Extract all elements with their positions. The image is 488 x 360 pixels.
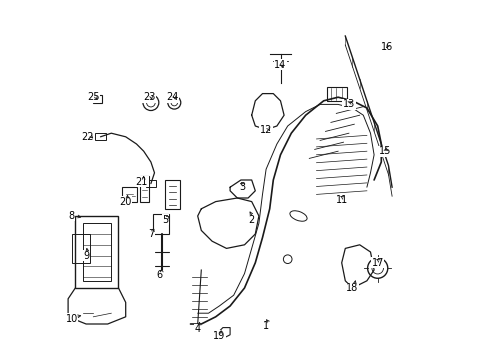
- Text: 18: 18: [346, 283, 358, 293]
- Bar: [165, 180, 179, 209]
- Text: 8: 8: [68, 211, 75, 221]
- Bar: [152, 214, 168, 234]
- Text: 19: 19: [213, 330, 225, 341]
- Text: 1: 1: [263, 321, 268, 331]
- Text: 21: 21: [136, 177, 148, 187]
- Text: 5: 5: [162, 215, 168, 225]
- Text: 14: 14: [274, 60, 286, 70]
- Bar: [145, 180, 156, 187]
- Bar: [95, 133, 106, 140]
- Bar: [75, 216, 118, 288]
- Bar: [72, 234, 89, 263]
- Text: 3: 3: [239, 182, 245, 192]
- Text: 22: 22: [81, 132, 94, 142]
- Text: 13: 13: [342, 99, 354, 109]
- Text: 25: 25: [87, 92, 100, 102]
- Text: 12: 12: [260, 125, 272, 135]
- Text: 11: 11: [335, 195, 347, 205]
- Text: 16: 16: [380, 42, 392, 52]
- Text: 17: 17: [371, 258, 383, 268]
- Bar: [326, 87, 346, 101]
- Text: 4: 4: [194, 324, 201, 334]
- Text: 24: 24: [166, 92, 178, 102]
- Text: 10: 10: [65, 314, 78, 324]
- Text: 23: 23: [142, 92, 155, 102]
- Text: 15: 15: [378, 146, 390, 156]
- Bar: [140, 176, 149, 202]
- Bar: [93, 95, 102, 103]
- Text: 6: 6: [157, 270, 163, 280]
- Text: 9: 9: [83, 251, 89, 261]
- Text: 20: 20: [119, 197, 132, 207]
- Bar: [122, 187, 136, 202]
- Text: 2: 2: [248, 215, 254, 225]
- Bar: [82, 223, 111, 281]
- Text: 7: 7: [147, 229, 154, 239]
